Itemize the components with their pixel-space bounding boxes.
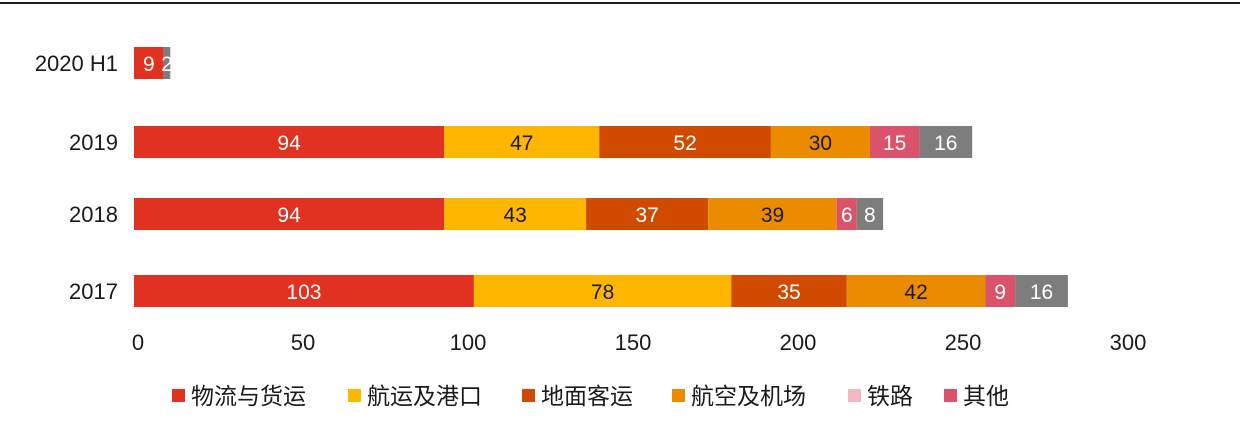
bar-segment <box>134 198 445 230</box>
bar-segment <box>731 275 847 307</box>
legend-swatch <box>348 389 361 402</box>
category-label: 2018 <box>69 202 118 227</box>
x-tick-label: 50 <box>291 330 315 355</box>
category-label: 2017 <box>69 279 118 304</box>
legend-swatch <box>944 389 957 402</box>
data-label: 39 <box>761 204 784 227</box>
category-label: 2020 H1 <box>35 51 118 76</box>
data-label: 9 <box>994 281 1006 304</box>
data-label: 42 <box>904 281 927 304</box>
bar-segment <box>444 126 600 158</box>
bar-segment <box>473 275 732 307</box>
data-label: 16 <box>1030 281 1053 304</box>
data-label: 35 <box>777 281 800 304</box>
legend-swatch <box>522 389 535 402</box>
bar-segment <box>846 275 986 307</box>
x-tick-label: 200 <box>780 330 817 355</box>
legend-label: 地面客运 <box>541 383 633 409</box>
data-label: 78 <box>591 281 614 304</box>
data-label: 52 <box>673 132 696 155</box>
category-label: 2019 <box>69 130 118 155</box>
bar-segment <box>586 198 709 230</box>
bar-segment <box>134 47 164 79</box>
top-border-line <box>0 2 1240 4</box>
bar-segment <box>1015 275 1068 307</box>
data-label: 9 <box>143 53 155 76</box>
bar-segment <box>856 198 884 230</box>
bar-segment <box>134 275 474 307</box>
x-tick-label: 0 <box>132 330 144 355</box>
data-label: 103 <box>286 281 321 304</box>
x-tick-label: 150 <box>615 330 652 355</box>
data-label: 15 <box>883 132 906 155</box>
bar-segment <box>163 47 171 79</box>
x-tick-label: 250 <box>945 330 982 355</box>
bar-segment <box>985 275 1016 307</box>
data-label: 43 <box>503 204 526 227</box>
bar-segment <box>599 126 771 158</box>
data-label: 37 <box>635 204 658 227</box>
data-label: 2 <box>161 53 173 76</box>
bar-segment <box>836 198 857 230</box>
data-label: 30 <box>809 132 832 155</box>
data-label: 16 <box>934 132 957 155</box>
bar-segment <box>134 126 445 158</box>
legend-label: 航运及港口 <box>367 383 482 409</box>
x-tick-label: 300 <box>1110 330 1147 355</box>
legend-label: 铁路 <box>867 383 913 409</box>
x-tick-label: 100 <box>450 330 487 355</box>
bar-segment <box>869 126 920 158</box>
data-label: 8 <box>864 204 876 227</box>
data-label: 94 <box>277 132 301 155</box>
data-label: 94 <box>277 204 301 227</box>
legend-label: 物流与货运 <box>191 383 306 409</box>
legend-swatch <box>848 389 861 402</box>
bar-segment <box>708 198 837 230</box>
bar-segment <box>770 126 870 158</box>
bar-segment <box>919 126 973 158</box>
data-label: 6 <box>841 204 853 227</box>
legend-label: 航空及机场 <box>691 383 806 409</box>
data-label: 47 <box>510 132 533 155</box>
legend-swatch <box>172 389 185 402</box>
legend-swatch <box>672 389 685 402</box>
bar-segment <box>444 198 587 230</box>
legend-label: 其他 <box>963 383 1009 409</box>
